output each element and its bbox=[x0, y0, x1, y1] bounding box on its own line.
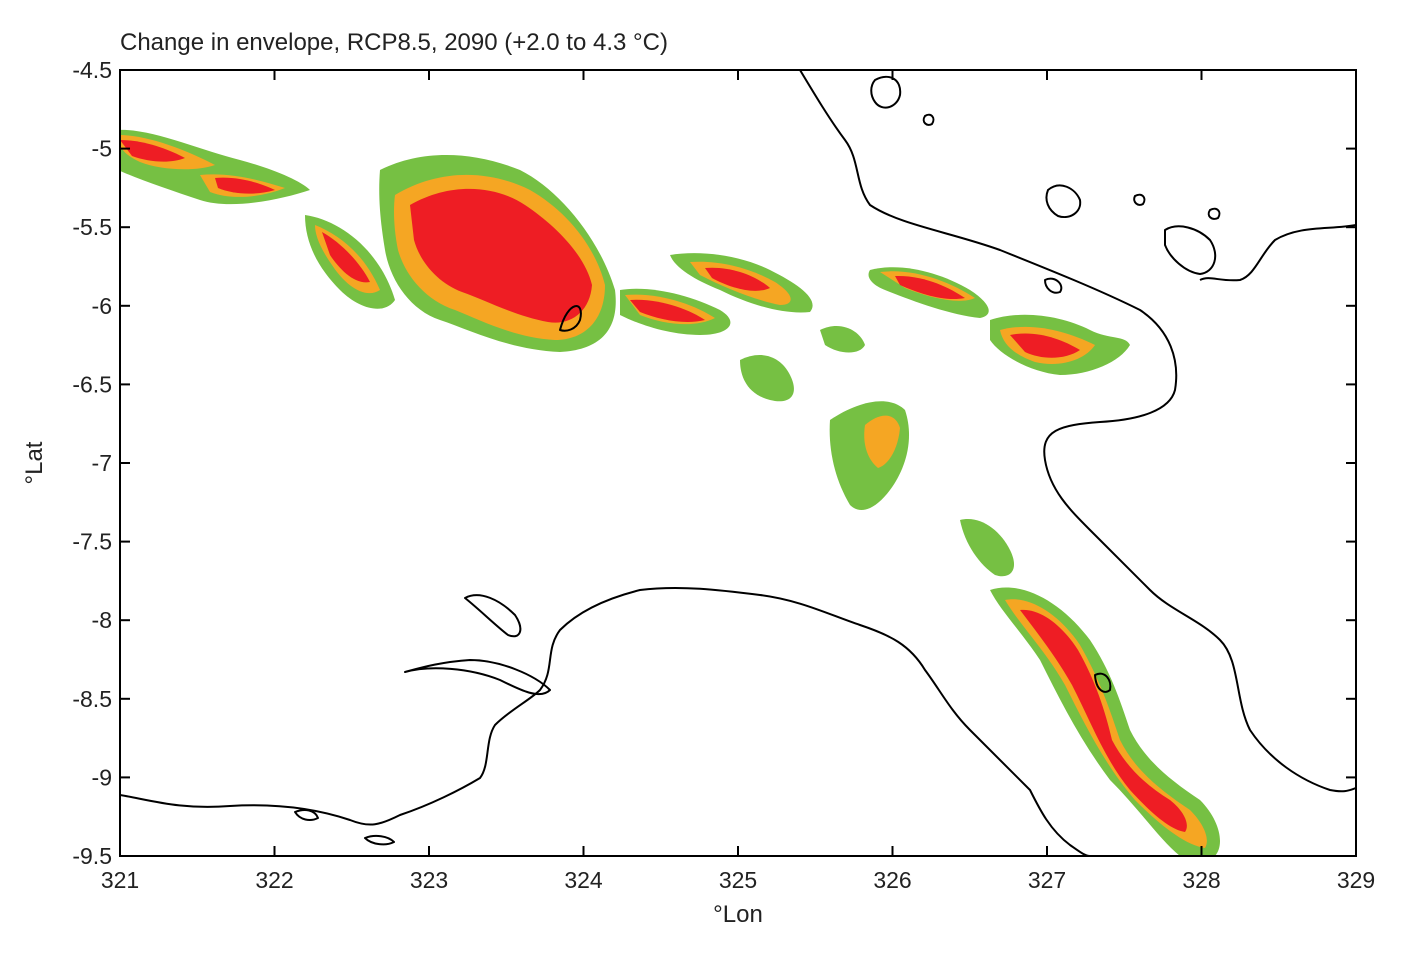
y-tick-label: -9.5 bbox=[72, 843, 112, 869]
island-outline bbox=[870, 75, 902, 109]
contour-outline bbox=[1094, 672, 1112, 693]
y-tick-label: -7 bbox=[92, 450, 112, 476]
coastline-layer bbox=[120, 70, 1356, 856]
y-tick-label: -7.5 bbox=[72, 529, 112, 555]
northern-coastline bbox=[799, 70, 1356, 793]
y-tick-label: -6 bbox=[92, 293, 112, 319]
x-tick-label: 323 bbox=[410, 867, 448, 893]
estuary-outline bbox=[464, 594, 522, 638]
island-outline bbox=[1045, 184, 1082, 218]
southern-coastline bbox=[120, 586, 1091, 856]
x-tick-label: 325 bbox=[719, 867, 757, 893]
y-tick-label: -5.5 bbox=[72, 214, 112, 240]
envelope-gain-layer bbox=[120, 129, 1220, 856]
y-tick-label: -5 bbox=[92, 136, 112, 162]
x-tick-label: 328 bbox=[1182, 867, 1220, 893]
island-outline bbox=[364, 834, 395, 846]
x-tick-label: 322 bbox=[255, 867, 293, 893]
y-tick-label: -9 bbox=[92, 764, 112, 790]
estuary-outline bbox=[404, 659, 551, 696]
y-tick-label: -6.5 bbox=[72, 371, 112, 397]
y-axis-label: °Lat bbox=[21, 441, 48, 484]
x-axis-label: °Lon bbox=[713, 901, 763, 928]
y-tick-label: -8.5 bbox=[72, 686, 112, 712]
map-plot-area bbox=[120, 70, 1356, 856]
envelope-high-layer bbox=[120, 140, 1187, 832]
x-tick-label: 329 bbox=[1337, 867, 1375, 893]
x-tick-label: 327 bbox=[1028, 867, 1066, 893]
envelope-moderate-layer bbox=[120, 135, 1207, 848]
island-outline bbox=[294, 809, 319, 821]
island-outline bbox=[1207, 207, 1221, 220]
y-tick-label: -4.5 bbox=[72, 57, 112, 83]
x-tick-label: 321 bbox=[101, 867, 139, 893]
eastern-coastline bbox=[1199, 224, 1356, 282]
y-tick-label: -8 bbox=[92, 607, 112, 633]
y-axis-ticks: -4.5 -5 -5.5 -6 -6.5 -7 -7.5 -8 -8.5 -9 -9.5 bbox=[72, 57, 1356, 869]
island-outline bbox=[1164, 225, 1217, 275]
x-tick-label: 326 bbox=[873, 867, 911, 893]
island-outline bbox=[559, 305, 582, 332]
x-axis-ticks: 321 322 323 324 325 326 327 328 329 bbox=[101, 70, 1375, 893]
contour-outline bbox=[1044, 277, 1063, 294]
map-title: Change in envelope, RCP8.5, 2090 (+2.0 t… bbox=[120, 29, 668, 56]
x-tick-label: 324 bbox=[564, 867, 603, 893]
island-outline bbox=[1133, 193, 1146, 206]
island-outline bbox=[922, 113, 935, 126]
